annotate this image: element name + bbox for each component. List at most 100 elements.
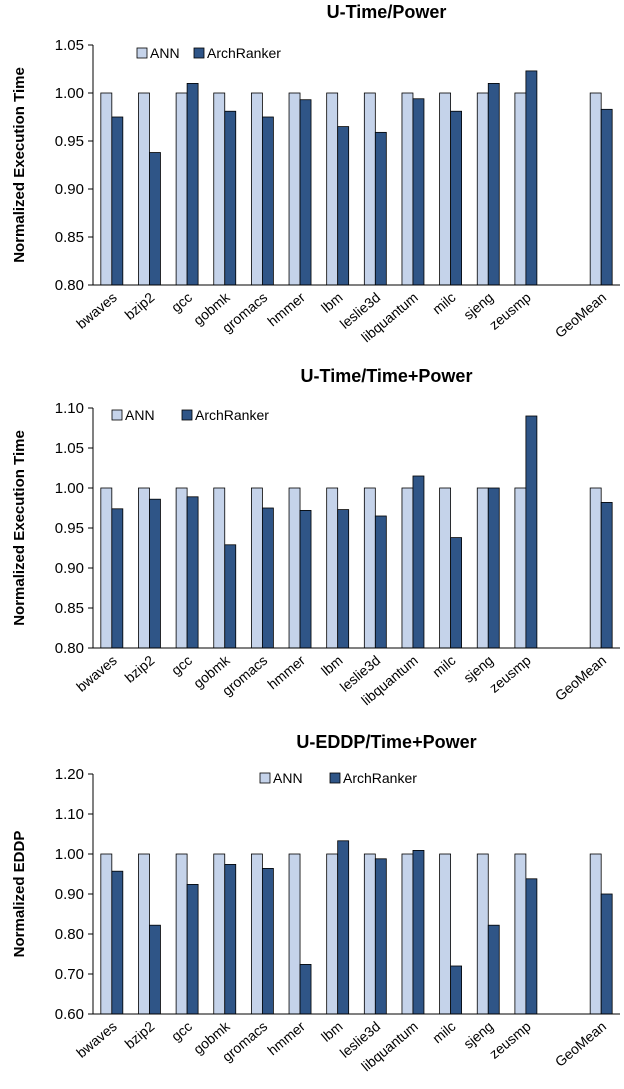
bar-archranker-GeoMean bbox=[600, 501, 613, 649]
x-tick-label: GeoMean bbox=[552, 1018, 609, 1070]
bar-archranker-leslie3d bbox=[374, 858, 387, 1015]
y-tick-label: 1.10 bbox=[55, 400, 84, 417]
bar-ann-bzip2 bbox=[138, 92, 150, 286]
bar-ann-hmmer bbox=[288, 92, 301, 286]
bar-archranker-leslie3d bbox=[374, 515, 387, 649]
bar-archranker-bwaves bbox=[111, 870, 124, 1015]
bar-ann-gobmk bbox=[213, 853, 226, 1015]
bar-ann-zeusmp bbox=[514, 92, 527, 286]
x-tick-label: gcc bbox=[168, 1018, 195, 1044]
x-tick-label: gcc bbox=[168, 289, 195, 315]
bar-ann-bzip2 bbox=[138, 487, 150, 649]
bar-ann-hmmer bbox=[288, 487, 301, 649]
bar-archranker-milc bbox=[450, 110, 463, 286]
x-tick-label: bwaves bbox=[73, 652, 120, 695]
legend-label-archranker: ArchRanker bbox=[207, 45, 281, 61]
bar-ann-GeoMean bbox=[589, 487, 602, 649]
x-tick-label: bzip2 bbox=[121, 1018, 157, 1052]
bar-archranker-bzip2 bbox=[149, 498, 161, 649]
bar-ann-libquantum bbox=[401, 92, 414, 286]
bar-archranker-milc bbox=[450, 965, 463, 1015]
bar-archranker-leslie3d bbox=[374, 131, 387, 286]
bar-archranker-bzip2 bbox=[149, 152, 161, 286]
bar-ann-zeusmp bbox=[514, 487, 527, 649]
x-tick-label: GeoMean bbox=[552, 652, 609, 704]
bar-archranker-bwaves bbox=[111, 508, 124, 649]
chart-title: U-Time/Time+Power bbox=[301, 366, 473, 386]
chart-panel-3: U-EDDP/Time+Power Normalized EDDP bwaves bz… bbox=[11, 732, 620, 1074]
bar-ann-bwaves bbox=[100, 853, 113, 1015]
bar-archranker-gcc bbox=[186, 83, 199, 286]
chart-panel-1: U-Time/Power Normalized Execution Time bwa… bbox=[11, 2, 620, 345]
bar-ann-milc bbox=[439, 853, 452, 1015]
bar-archranker-libquantum bbox=[412, 850, 425, 1015]
x-tick-label: bzip2 bbox=[121, 652, 157, 686]
x-tick-label: bwaves bbox=[73, 289, 120, 332]
x-tick-label: milc bbox=[429, 1018, 458, 1046]
x-tick-label: bzip2 bbox=[121, 289, 157, 323]
bar-archranker-hmmer bbox=[299, 509, 312, 649]
x-tick-label: lbm bbox=[318, 289, 346, 316]
bar-archranker-zeusmp bbox=[525, 878, 538, 1015]
legend-swatch-ann bbox=[259, 772, 271, 784]
y-tick-label: 0.90 bbox=[55, 886, 84, 903]
y-tick-label: 0.85 bbox=[55, 600, 84, 617]
y-tick-label: 1.00 bbox=[55, 85, 84, 102]
legend-label-archranker: ArchRanker bbox=[343, 770, 417, 786]
bar-ann-gobmk bbox=[213, 92, 226, 286]
legend-swatch-ann bbox=[111, 409, 123, 421]
bar-archranker-gobmk bbox=[224, 864, 237, 1015]
bar-ann-bwaves bbox=[100, 487, 113, 649]
y-tick-label: 0.90 bbox=[55, 560, 84, 577]
chart-title: U-EDDP/Time+Power bbox=[296, 732, 476, 752]
y-tick-label: 1.00 bbox=[55, 480, 84, 497]
bar-archranker-gobmk bbox=[224, 110, 237, 286]
x-tick-label: lbm bbox=[318, 1018, 346, 1045]
x-tick-label: hmmer bbox=[264, 652, 308, 692]
x-tick-label: GeoMean bbox=[552, 289, 609, 341]
legend-swatch-ann bbox=[136, 47, 148, 59]
legend: ANN ArchRanker bbox=[111, 407, 269, 423]
bar-archranker-lbm bbox=[337, 840, 350, 1015]
legend: ANN ArchRanker bbox=[259, 770, 417, 786]
x-tick-label: zeusmp bbox=[486, 652, 534, 696]
bar-ann-gromacs bbox=[250, 92, 263, 286]
bar-archranker-GeoMean bbox=[600, 108, 613, 286]
x-tick-label: milc bbox=[429, 652, 458, 680]
bar-ann-lbm bbox=[326, 487, 339, 649]
y-tick-label: 0.70 bbox=[55, 966, 84, 983]
x-tick-label: milc bbox=[429, 289, 458, 317]
x-tick-label: zeusmp bbox=[486, 1018, 534, 1062]
bar-ann-sjeng bbox=[476, 487, 489, 649]
bar-archranker-zeusmp bbox=[525, 70, 538, 286]
bar-archranker-gobmk bbox=[224, 544, 237, 649]
bar-archranker-gcc bbox=[186, 496, 199, 649]
chart-panel-2: U-Time/Time+Power Normalized Execution Ti… bbox=[11, 366, 620, 708]
bar-archranker-sjeng bbox=[487, 924, 500, 1015]
bar-ann-milc bbox=[439, 92, 452, 286]
x-tick-label: gcc bbox=[168, 652, 195, 678]
bar-ann-leslie3d bbox=[363, 853, 376, 1015]
bar-archranker-zeusmp bbox=[525, 415, 538, 649]
bar-archranker-gcc bbox=[186, 884, 199, 1015]
chart-title: U-Time/Power bbox=[327, 2, 447, 22]
y-tick-label: 1.05 bbox=[55, 37, 84, 54]
bar-archranker-bzip2 bbox=[149, 924, 161, 1015]
legend-label-ann: ANN bbox=[273, 770, 303, 786]
bar-ann-leslie3d bbox=[363, 92, 376, 286]
bar-ann-gcc bbox=[175, 92, 188, 286]
y-axis-label: Normalized Execution Time bbox=[11, 67, 28, 263]
bar-ann-bwaves bbox=[100, 92, 113, 286]
bar-ann-libquantum bbox=[401, 853, 414, 1015]
bar-ann-lbm bbox=[326, 853, 339, 1015]
bar-ann-sjeng bbox=[476, 92, 489, 286]
legend-swatch-archranker bbox=[329, 772, 341, 784]
y-tick-label: 0.80 bbox=[55, 277, 84, 294]
x-tick-label: bwaves bbox=[73, 1018, 120, 1061]
bar-ann-gobmk bbox=[213, 487, 226, 649]
legend-swatch-archranker bbox=[181, 409, 193, 421]
bar-ann-gromacs bbox=[250, 853, 263, 1015]
legend-label-ann: ANN bbox=[125, 407, 155, 423]
legend-swatch-archranker bbox=[193, 47, 205, 59]
x-tick-label: hmmer bbox=[264, 1018, 308, 1058]
